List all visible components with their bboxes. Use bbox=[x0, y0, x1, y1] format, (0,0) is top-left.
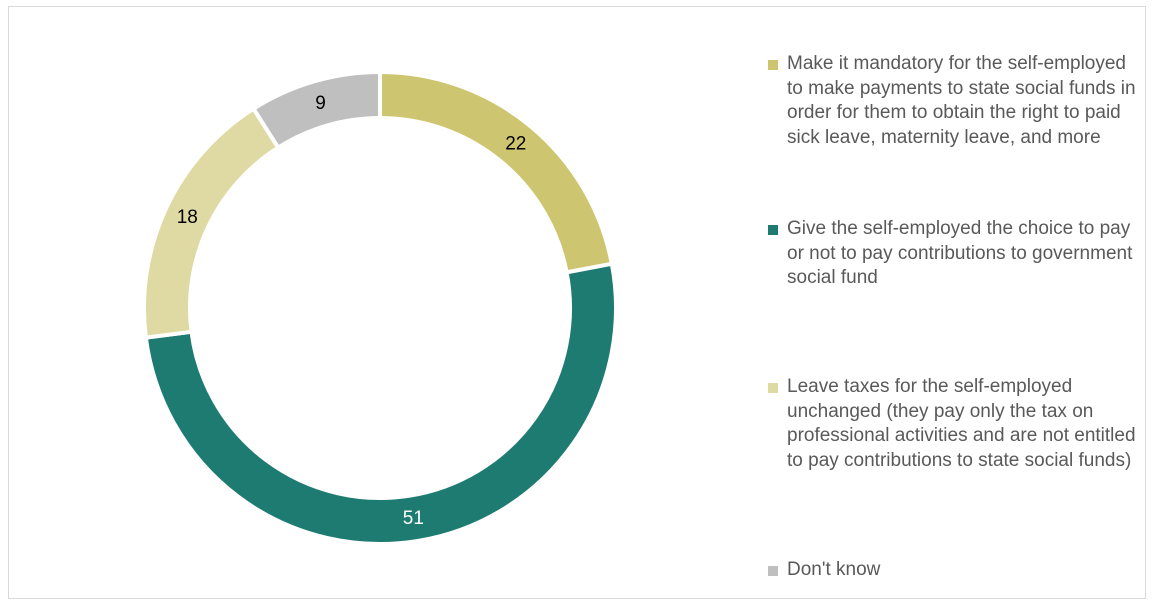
legend-item-choice: Give the self-employed the choice to pay… bbox=[768, 217, 1138, 291]
legend-swatch-mandatory bbox=[768, 60, 778, 70]
slice-label-dont-know: 9 bbox=[315, 93, 326, 114]
slice-label-unchanged: 18 bbox=[177, 207, 198, 228]
donut-slice-choice bbox=[143, 261, 618, 546]
slice-label-mandatory: 22 bbox=[505, 133, 526, 154]
donut-slice-dont-know bbox=[250, 69, 382, 151]
slice-label-choice: 51 bbox=[403, 508, 424, 529]
legend-label-mandatory: Make it mandatory for the self-employed … bbox=[787, 53, 1136, 148]
legend-item-dont-know: Don't know bbox=[768, 558, 1138, 583]
legend-label-dont-know: Don't know bbox=[787, 559, 881, 580]
legend-swatch-unchanged bbox=[768, 383, 778, 393]
legend-label-choice: Give the self-employed the choice to pay… bbox=[787, 218, 1133, 288]
legend-swatch-dont-know bbox=[768, 566, 778, 576]
legend-item-unchanged: Leave taxes for the self-employed unchan… bbox=[768, 375, 1138, 473]
legend-label-unchanged: Leave taxes for the self-employed unchan… bbox=[787, 376, 1136, 471]
donut-slice-unchanged bbox=[142, 105, 281, 340]
donut-slice-mandatory bbox=[378, 69, 615, 275]
legend-item-mandatory: Make it mandatory for the self-employed … bbox=[768, 52, 1138, 150]
legend-swatch-choice bbox=[768, 225, 778, 235]
